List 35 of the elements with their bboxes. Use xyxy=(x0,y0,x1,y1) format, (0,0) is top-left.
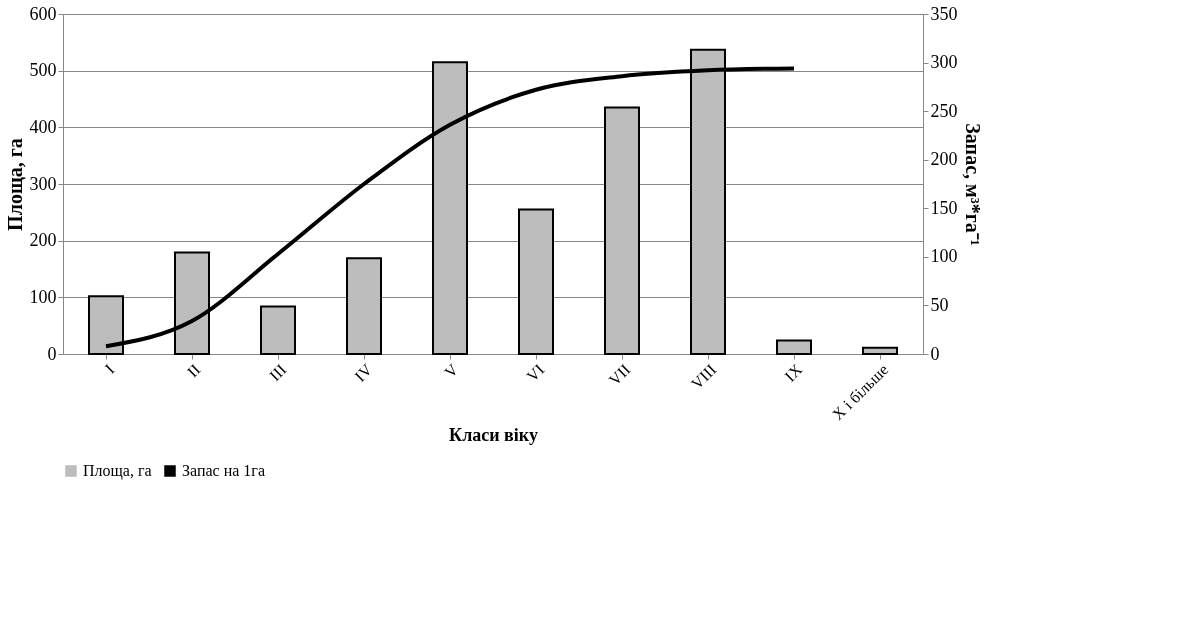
y-tick-label: 300 xyxy=(29,173,57,194)
x-tick-label: V xyxy=(441,360,462,381)
y2-tick-label: 0 xyxy=(930,343,940,364)
x-tick-label: IX xyxy=(781,360,806,385)
y2-axis-title: Запас, м³*га⁻¹ xyxy=(961,123,984,246)
y-tick-label: 0 xyxy=(47,343,57,364)
y2-tick-label: 50 xyxy=(930,294,949,315)
x-tick-label: III xyxy=(265,360,290,385)
bar xyxy=(518,208,554,355)
x-tick-label: I xyxy=(101,360,118,377)
legend-label: Запас на 1га xyxy=(182,462,265,479)
y-tick-label: 100 xyxy=(29,286,57,307)
y-axis-title: Площа, га xyxy=(3,138,26,231)
bar xyxy=(776,339,812,355)
x-tick-label: VII xyxy=(605,360,634,389)
y-tick-label: 500 xyxy=(29,60,57,81)
bar xyxy=(862,346,898,355)
bar xyxy=(604,106,640,355)
x-tick-label: VIII xyxy=(687,360,720,393)
x-tick-label: IV xyxy=(351,360,376,385)
x-tick-label: II xyxy=(183,360,204,381)
y-tick-label: 600 xyxy=(29,3,57,24)
x-tick-label: VI xyxy=(523,360,548,385)
y2-tick-label: 250 xyxy=(930,100,958,121)
legend-label: Площа, га xyxy=(83,462,152,480)
y2-tick-label: 200 xyxy=(930,149,958,170)
y2-tick-label: 150 xyxy=(930,197,958,218)
x-axis-title: Класи віку xyxy=(449,425,538,446)
bar xyxy=(346,257,382,355)
bar xyxy=(260,305,296,355)
y-tick-label: 200 xyxy=(29,230,57,251)
y2-tick-label: 350 xyxy=(930,3,958,24)
y-tick-label: 400 xyxy=(29,116,57,137)
y2-tick-label: 300 xyxy=(930,52,958,73)
y2-tick-label: 100 xyxy=(930,246,958,267)
